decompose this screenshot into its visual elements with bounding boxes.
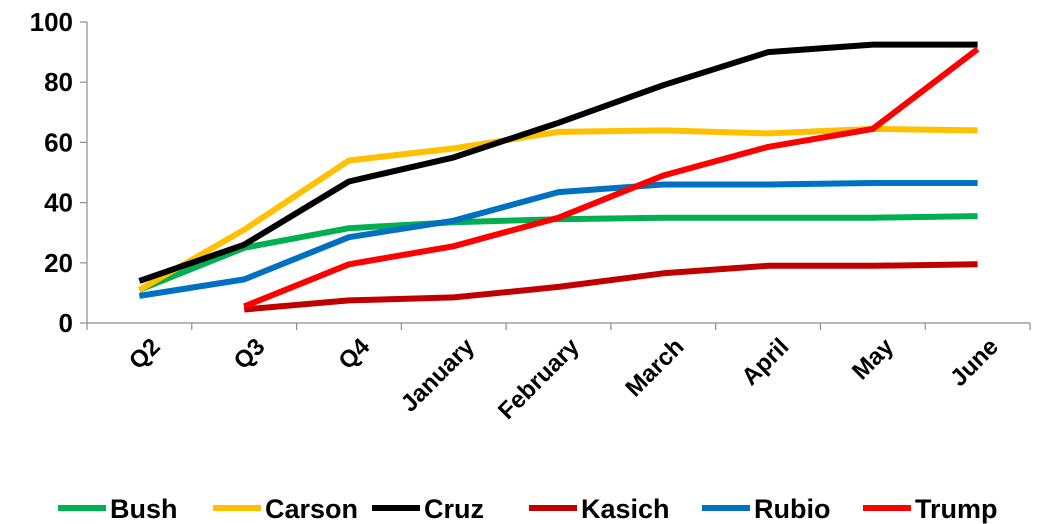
legend-label: Bush — [110, 494, 178, 524]
series-line-kasich — [243, 261, 978, 313]
legend-label: Kasich — [581, 494, 670, 524]
y-tick-label: 100 — [30, 7, 73, 37]
x-category-label: Q2 — [124, 333, 166, 375]
y-tick-label: 40 — [44, 188, 73, 218]
legend-label: Cruz — [424, 494, 484, 524]
x-category-label: June — [945, 333, 1004, 392]
y-tick-label: 20 — [44, 248, 73, 278]
series-line-cruz — [138, 41, 978, 284]
legend: Bush Carson Cruz Kasich Rubio Trump — [58, 494, 998, 524]
x-category-label: April — [737, 333, 795, 391]
x-category-label: Q4 — [333, 333, 375, 375]
x-category-label: January — [396, 333, 481, 418]
x-category-label: February — [493, 333, 585, 425]
y-axis: 0 20 40 60 80 100 — [30, 7, 88, 338]
series-line-rubio — [138, 180, 978, 299]
legend-label: Rubio — [754, 494, 830, 524]
x-category-label: May — [847, 333, 900, 386]
series-line-bush — [138, 213, 978, 293]
series-lines — [137, 41, 980, 313]
legend-label: Trump — [915, 494, 998, 524]
y-tick-label: 0 — [59, 308, 73, 338]
y-tick-label: 80 — [44, 67, 73, 97]
x-category-label: March — [620, 333, 689, 402]
series-line-carson — [137, 125, 978, 293]
y-tick-label: 60 — [44, 127, 73, 157]
legend-label: Carson — [265, 494, 358, 524]
series-line-trump — [243, 46, 980, 310]
x-axis: Q2 Q3 Q4 January February March April May June — [86, 322, 1031, 425]
x-category-label: Q3 — [229, 333, 271, 375]
